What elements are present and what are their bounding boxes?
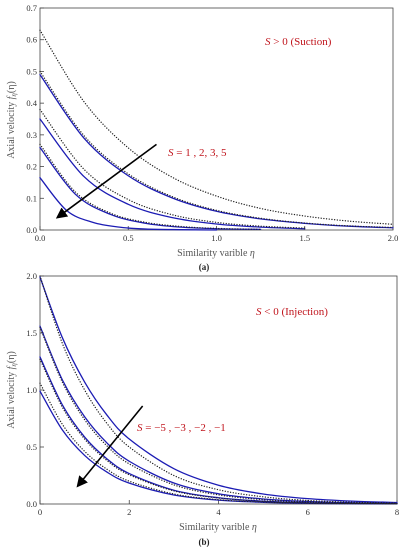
panel-a-series [39, 29, 394, 231]
panel-b-solid-curve [39, 325, 398, 505]
panel-b-arrow-label: S = −5 , −3 , −2 , −1 [137, 422, 226, 434]
panel-b-y-tick-label: 0.0 [26, 499, 37, 509]
panel-a-x-tick-label: 0.5 [123, 233, 134, 243]
panel-b-x-tick-label: 0 [38, 507, 42, 517]
panel-a-label: (a) [199, 262, 210, 272]
panel-a-x-tick-label: 1.5 [299, 233, 310, 243]
panel-a-dotted-curve [39, 143, 262, 231]
panel-a-dotted-curve [39, 70, 394, 229]
panel-a-y-tick-label: 0.1 [26, 193, 37, 203]
panel-b-dotted-curve [39, 382, 398, 505]
panel-a-y-tick-label: 0.2 [26, 162, 37, 172]
panel-a-y-tick-label: 0.5 [26, 66, 37, 76]
panel-a-y-tick-label: 0.4 [26, 98, 37, 108]
panel-a-x-tick-label: 1.0 [211, 233, 222, 243]
panel-b-regime-note: S < 0 (Injection) [256, 306, 328, 318]
panel-a-y-tick-label: 0.7 [26, 3, 37, 13]
panel-b-y-tick-label: 1.0 [26, 385, 37, 395]
panel-b-arrow [76, 405, 144, 488]
panel-b-x-tick-label: 6 [306, 507, 310, 517]
panel-a-x-axis-label: Similarity varible η [177, 248, 255, 259]
panel-b-y-tick-label: 1.5 [26, 328, 37, 338]
panel-a-frame [39, 7, 394, 231]
panel-b-dotted-curve [39, 326, 398, 505]
panel-a-arrow-label: S = 1 , 2, 3, 5 [168, 147, 227, 159]
panel-b-dotted-curve [39, 358, 398, 505]
panel-b-x-tick-label: 8 [395, 507, 399, 517]
panel-b-x-tick-label: 2 [127, 507, 131, 517]
panel-a-y-axis: 0.0 0.1 0.2 0.3 0.4 0.5 0.6 0.7 [26, 3, 44, 235]
panel-a-arrow [55, 143, 157, 219]
panel-b-x-axis-label: Similarity varible η [179, 522, 257, 533]
panel-a: 0.0 0.1 0.2 0.3 0.4 0.5 0.6 0.7 0.0 0.5 1.0 1.5 2.0… [6, 3, 398, 272]
panel-b-y-axis-label: Axial velocity fη(η) [6, 351, 18, 429]
panel-b-solid-curve [39, 276, 398, 504]
panel-a-y-tick-label: 0.0 [26, 225, 37, 235]
panel-a-solid-curve [39, 118, 306, 230]
panel-b-y-tick-label: 0.5 [26, 442, 37, 452]
panel-b-x-tick-label: 4 [216, 507, 221, 517]
panel-a-y-axis-label: Axial velocity fη(η) [6, 81, 18, 159]
panel-a-solid-curve [39, 73, 394, 229]
panel-a-regime-note: S > 0 (Suction) [265, 36, 332, 48]
panel-a-x-tick-label: 2.0 [388, 233, 399, 243]
panel-a-dotted-curve [39, 108, 306, 229]
panel-a-y-tick-label: 0.6 [26, 35, 37, 45]
panel-a-x-tick-label: 0.0 [35, 233, 46, 243]
panel-b: 0.0 0.5 1.0 1.5 2.0 0 2 4 6 8 S = −5 , −3 , −2 ,… [6, 271, 399, 547]
panel-b-series [39, 275, 398, 505]
panel-b-y-tick-label: 2.0 [26, 271, 37, 281]
panel-a-dotted-curve [39, 29, 394, 225]
panel-b-label: (b) [199, 537, 210, 547]
panel-b-dotted-curve [39, 275, 398, 504]
panel-b-frame [39, 275, 398, 505]
panel-b-y-axis: 0.0 0.5 1.0 1.5 2.0 [26, 271, 44, 509]
panel-a-y-tick-label: 0.3 [26, 130, 37, 140]
